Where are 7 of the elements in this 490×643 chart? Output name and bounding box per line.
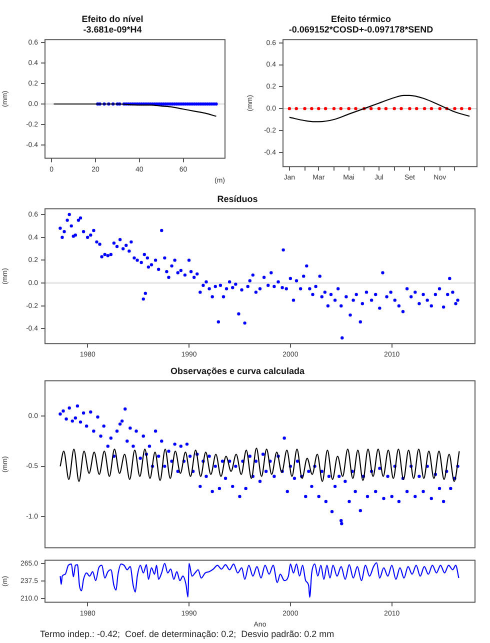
chart-title: Resíduos — [217, 194, 258, 204]
chart-title: Observações e curva calculada — [170, 366, 306, 376]
text: Termo indep.: -0.42; Coef. de determinação: 0.2; Desvio padrão: 0.2 mm — [39, 629, 336, 639]
chart-title: Efeito do nível — [82, 14, 144, 24]
chart-title: Efeito térmico — [330, 14, 392, 24]
chart-subtitle: -0.069152*COSD+-0.097178*SEND — [288, 24, 434, 35]
chart-subtitle: -3.681e-09*H4 — [83, 24, 142, 35]
